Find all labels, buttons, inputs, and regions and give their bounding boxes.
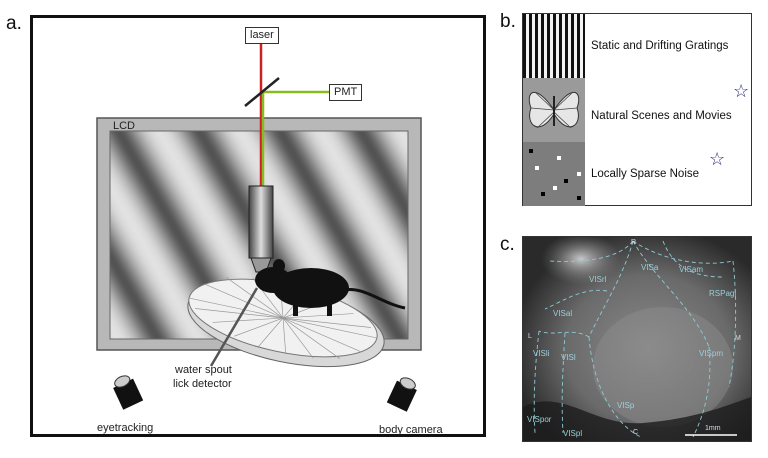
stimulus-row-gratings: Static and Drifting Gratings xyxy=(523,14,751,78)
area-label-visal: VISal xyxy=(553,309,573,318)
objective-lens xyxy=(248,185,274,259)
area-label-vispor: VISpor xyxy=(527,415,552,424)
gratings-thumbnail xyxy=(523,14,585,78)
area-borders xyxy=(533,240,737,438)
mouse-silhouette xyxy=(255,259,406,316)
lick-detector-label: lick detector xyxy=(173,378,232,390)
orientation-lateral: L xyxy=(528,333,532,340)
area-label-visam: VISam xyxy=(679,265,704,274)
lcd-label: LCD xyxy=(113,120,136,132)
panel-letter-a: a. xyxy=(6,13,22,34)
area-label-visrl: VISrl xyxy=(589,275,607,284)
area-label-visp: VISp xyxy=(617,401,635,410)
area-label-visli: VISli xyxy=(533,349,550,358)
butterfly-thumbnail xyxy=(523,78,585,142)
star-icon: ☆ xyxy=(733,81,750,101)
stimulus-row-sparse-noise: Locally Sparse Noise ☆ xyxy=(523,142,751,206)
rig-schematic-drawing xyxy=(96,40,422,412)
eyetracking-camera xyxy=(113,375,144,410)
area-label-vispm: VISpm xyxy=(699,349,724,358)
eyetracking-label: eyetracking xyxy=(97,422,154,434)
star-icon: ☆ xyxy=(709,149,726,169)
orientation-rostral: R xyxy=(631,239,637,246)
stimulus-label: Static and Drifting Gratings xyxy=(591,40,729,52)
body-camera xyxy=(386,377,417,412)
pmt-label: PMT xyxy=(329,84,363,101)
orientation-medial: M xyxy=(735,335,741,342)
panel-letter-c: c. xyxy=(500,234,515,255)
dichroic-mirror xyxy=(244,77,280,107)
cortex-image xyxy=(523,237,751,441)
stimulus-panel: Static and Drifting Gratings Natural Sce… xyxy=(522,13,752,206)
area-label-vispl: VISpl xyxy=(563,429,583,438)
laser-label: laser xyxy=(245,27,279,44)
water-spout xyxy=(209,287,259,367)
body-camera-label: body camera xyxy=(379,424,443,436)
area-label-rspagl: RSPagl xyxy=(709,289,737,298)
area-label-visa: VISa xyxy=(641,263,659,272)
stimulus-row-natural-scenes: Natural Scenes and Movies ☆ xyxy=(523,78,751,142)
scale-bar-label: 1mm xyxy=(705,425,721,432)
orientation-caudal: C xyxy=(633,429,639,436)
stimulus-label: Locally Sparse Noise xyxy=(591,168,700,180)
stimulus-label: Natural Scenes and Movies xyxy=(591,110,732,122)
area-label-visl: VISl xyxy=(561,353,576,362)
sparse-noise-thumbnail xyxy=(523,142,585,206)
visual-area-map-panel: VISrl VISa VISam RSPagl VISal VISli VISl… xyxy=(522,236,752,442)
water-spout-label: water spout xyxy=(175,364,232,376)
panel-letter-b: b. xyxy=(500,11,516,32)
rig-schematic-panel: laser PMT LCD water spout lick detector … xyxy=(30,15,486,437)
